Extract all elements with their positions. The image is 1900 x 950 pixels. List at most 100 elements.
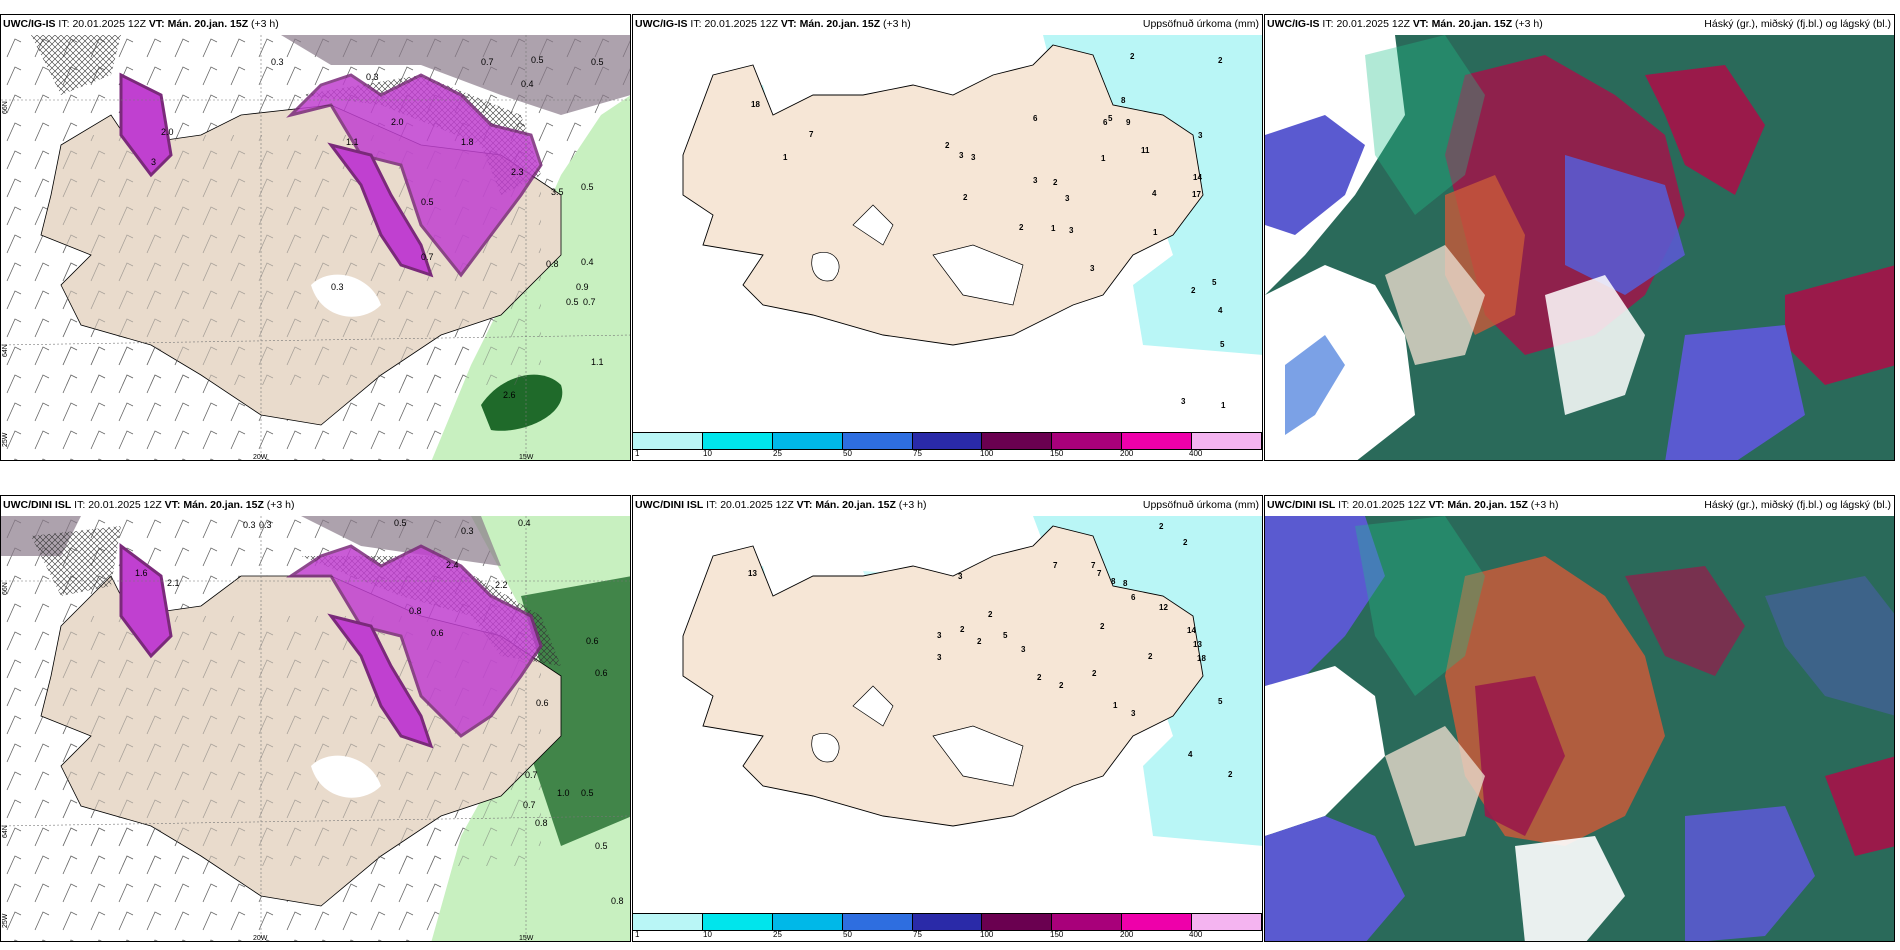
map-precip: 2 2 18 7 6 6 5 9 8 3 1 11 2 3 3 3 1 14 1… xyxy=(633,35,1262,435)
map-label: 3 xyxy=(937,631,942,640)
map-label: 2 xyxy=(963,193,968,202)
legend-swatch xyxy=(772,914,843,930)
map-label: 2 xyxy=(1053,178,1058,187)
map-label: 18 xyxy=(751,100,760,109)
legend-swatch xyxy=(702,914,773,930)
legend-tick: 200 xyxy=(1120,449,1134,458)
legend-tick: 200 xyxy=(1120,930,1134,939)
legend-swatch xyxy=(702,433,773,449)
lat-label: 66N xyxy=(2,101,9,114)
map-label: 14 xyxy=(1193,173,1202,182)
map-label: 0.5 xyxy=(591,57,604,67)
map-label: 0.7 xyxy=(523,800,536,810)
legend-swatch xyxy=(842,433,913,449)
legend-tick: 400 xyxy=(1189,449,1203,458)
map-label: 0.8 xyxy=(546,259,559,269)
legend-swatch xyxy=(1192,433,1262,449)
lon-label: 25W xyxy=(2,432,9,447)
panel-bottom-left-wind-snow: UWC/DINI ISL IT: 20.01.2025 12Z VT: Mán.… xyxy=(0,495,631,942)
legend-tick: 50 xyxy=(843,930,852,939)
legend-tick: 25 xyxy=(773,930,782,939)
panel-title: UWC/IG-IS IT: 20.01.2025 12Z VT: Mán. 20… xyxy=(635,18,911,30)
panel-title: UWC/DINI ISL IT: 20.01.2025 12Z VT: Mán.… xyxy=(3,499,295,511)
legend-swatch xyxy=(1052,914,1123,930)
map-label: 3 xyxy=(1069,226,1074,235)
lat-label: 64N xyxy=(2,344,9,357)
map-label: 1.0 xyxy=(557,788,570,798)
map-label: 2 xyxy=(1019,223,1024,232)
map-label: 0.7 xyxy=(481,57,494,67)
map-label: 0.8 xyxy=(611,896,624,906)
map-label: 9 xyxy=(1126,118,1131,127)
map-label: 2 xyxy=(960,625,965,634)
map-label: 3 xyxy=(151,157,156,167)
map-label: 0.4 xyxy=(521,79,534,89)
map-label: 0.5 xyxy=(394,518,407,528)
panel-bottom-right-clouds: UWC/DINI ISL IT: 20.01.2025 12Z VT: Mán.… xyxy=(1264,495,1895,942)
map-label: 2.3 xyxy=(511,167,524,177)
precip-title: Uppsöfnuð úrkoma (mm) xyxy=(1142,18,1259,30)
legend-swatch xyxy=(1122,433,1193,449)
map-label: 2.1 xyxy=(167,578,180,588)
map-label: 5 xyxy=(1218,697,1223,706)
legend-swatch xyxy=(772,433,843,449)
map-label: 3 xyxy=(1131,709,1136,718)
precip-legend: 1 10 25 50 75 100 150 200 400 xyxy=(633,432,1262,460)
map-label: 1 xyxy=(783,153,788,162)
map-label: 0.4 xyxy=(581,257,594,267)
map-label: 0.8 xyxy=(535,818,548,828)
map-label: 2.6 xyxy=(503,390,516,400)
lon-label: 20W xyxy=(253,935,268,942)
precip-title: Uppsöfnuð úrkoma (mm) xyxy=(1142,499,1259,511)
map-label: 3 xyxy=(1090,264,1095,273)
map-label: 0.5 xyxy=(581,182,594,192)
legend-tick: 100 xyxy=(980,449,994,458)
map-label: 0.6 xyxy=(536,698,549,708)
map-label: 1 xyxy=(1051,224,1056,233)
map-label: 3 xyxy=(959,151,964,160)
lat-label: 66N xyxy=(2,582,9,595)
map-label: 8 xyxy=(1121,96,1126,105)
map-clouds xyxy=(1265,35,1894,460)
map-label: 0.3 xyxy=(461,526,474,536)
map-label: 0.3 xyxy=(331,282,344,292)
legend-swatch xyxy=(633,914,703,930)
map-label: 1.1 xyxy=(591,357,604,367)
legend-swatch xyxy=(982,914,1053,930)
map-label: 3 xyxy=(937,653,942,662)
map-label: 0.3 xyxy=(271,57,284,67)
legend-swatch xyxy=(982,433,1053,449)
map-clouds xyxy=(1265,516,1894,941)
legend-swatch xyxy=(912,433,983,449)
map-label: 1 xyxy=(1101,154,1106,163)
legend-tick: 150 xyxy=(1050,449,1064,458)
legend-tick: 400 xyxy=(1189,930,1203,939)
map-label: 6 xyxy=(1103,118,1108,127)
map-label: 2 xyxy=(1092,669,1097,678)
cloud-title: Háský (gr.), miðský (fj.bl.) og lágský (… xyxy=(1704,18,1891,30)
map-label: 6 xyxy=(1033,114,1038,123)
map-label: 1.1 xyxy=(346,137,359,147)
map-label: 13 xyxy=(1193,640,1202,649)
legend-swatch xyxy=(842,914,913,930)
map-label: 2 xyxy=(1059,681,1064,690)
map-label: 0.3 xyxy=(366,72,379,82)
map-label: 1 xyxy=(1113,701,1118,710)
map-label: 0.7 xyxy=(421,252,434,262)
panel-title: UWC/DINI ISL IT: 20.01.2025 12Z VT: Mán.… xyxy=(1267,499,1559,511)
cloud-title: Háský (gr.), miðský (fj.bl.) og lágský (… xyxy=(1704,499,1891,511)
map-label: 1.6 xyxy=(135,568,148,578)
map-label: 4 xyxy=(1188,750,1193,759)
legend-bar xyxy=(633,913,1262,931)
legend-tick: 150 xyxy=(1050,930,1064,939)
map-label: 11 xyxy=(1141,146,1150,155)
map-label: 0.7 xyxy=(583,297,596,307)
map-label: 0.3 xyxy=(243,520,256,530)
map-label: 2 xyxy=(1183,538,1188,547)
map-label: 3 xyxy=(1021,645,1026,654)
lon-label: 25W xyxy=(2,913,9,928)
legend-swatch xyxy=(633,433,703,449)
legend-tick: 1 xyxy=(635,449,640,458)
legend-tick: 100 xyxy=(980,930,994,939)
map-label: 2 xyxy=(977,637,982,646)
